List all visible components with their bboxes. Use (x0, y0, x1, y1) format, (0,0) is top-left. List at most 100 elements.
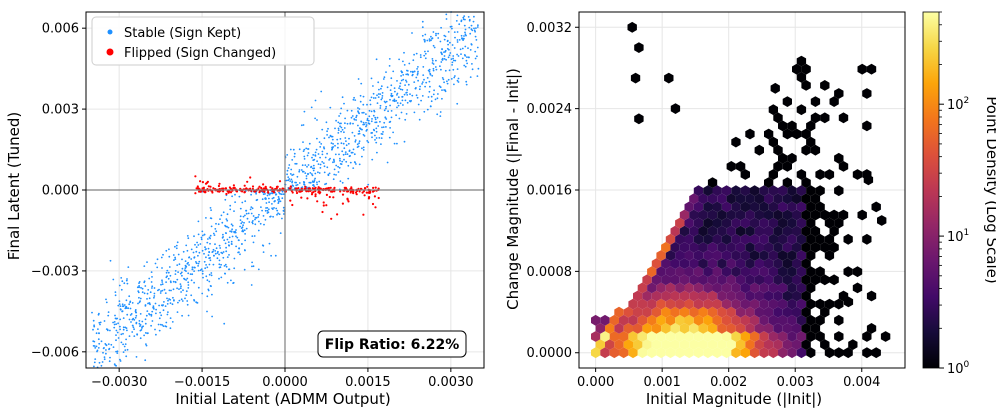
scatter-point-stable (456, 39, 459, 41)
scatter-point-flipped (243, 191, 246, 194)
scatter-point-stable (423, 38, 426, 41)
hexbin-cell (623, 339, 633, 350)
scatter-point-stable (292, 173, 295, 176)
hexbin-cell (815, 233, 825, 245)
scatter-point-stable (459, 48, 462, 51)
scatter-point-stable (370, 96, 373, 99)
scatter-point-stable (174, 281, 177, 284)
scatter-point-stable (464, 65, 467, 68)
scatter-point-stable (446, 80, 448, 83)
scatter-point-flipped (314, 190, 317, 193)
scatter-point-stable (176, 241, 179, 244)
scatter-point-stable (426, 108, 429, 111)
scatter-point-stable (474, 35, 477, 38)
hexbin-cell (787, 233, 797, 245)
scatter-point-stable (172, 254, 175, 256)
scatter-point-stable (170, 281, 172, 284)
hexbin-cell (647, 347, 657, 359)
scatter-point-stable (329, 157, 331, 160)
scatter-point-stable (169, 327, 172, 330)
hexbin-cell (726, 242, 736, 253)
scatter-point-stable (456, 14, 459, 17)
scatter-point-stable (187, 272, 190, 275)
scatter-point-stable (277, 212, 279, 215)
scatter-point-stable (411, 32, 413, 34)
scatter-point-stable (362, 121, 365, 124)
scatter-point-flipped (243, 184, 246, 187)
scatter-point-flipped (371, 202, 375, 206)
scatter-point-stable (187, 237, 190, 240)
hexbin-cell (745, 274, 755, 286)
scatter-point-stable (333, 173, 336, 176)
scatter-point-stable (400, 75, 402, 77)
scatter-point-flipped (225, 192, 228, 196)
hexbin-cell (759, 250, 769, 261)
hexbin-cell (726, 274, 736, 286)
scatter-point-stable (252, 265, 255, 268)
hexbin-cell (745, 242, 755, 253)
scatter-point-stable (266, 209, 269, 212)
scatter-point-stable (357, 124, 359, 127)
scatter-point-stable (201, 230, 204, 233)
scatter-point-stable (314, 177, 316, 180)
scatter-point-stable (470, 28, 473, 31)
scatter-point-flipped (333, 186, 336, 189)
hexbin-cell (675, 250, 685, 261)
scatter-point-stable (147, 332, 149, 334)
hexbin-cell (838, 209, 849, 221)
scatter-point-stable (419, 56, 422, 59)
scatter-point-stable (151, 320, 154, 322)
scatter-point-stable (392, 70, 395, 73)
hexbin-cell (862, 88, 872, 99)
scatter-point-stable (175, 247, 178, 250)
scatter-point-stable (267, 208, 270, 211)
scatter-point-stable (180, 291, 183, 293)
scatter-point-stable (118, 300, 121, 302)
scatter-point-stable (430, 35, 432, 38)
hexbin-cell (754, 144, 764, 156)
hexbin-cell (679, 209, 690, 221)
scatter-point-stable (423, 78, 425, 81)
scatter-point-stable (346, 122, 349, 125)
scatter-point-stable (385, 118, 388, 120)
scatter-point-stable (199, 269, 202, 272)
scatter-point-stable (448, 48, 450, 51)
scatter-point-flipped (257, 187, 260, 190)
hexbin-cell (712, 233, 722, 245)
scatter-point-stable (222, 236, 225, 238)
scatter-point-stable (353, 135, 356, 137)
scatter-point-stable (279, 192, 281, 195)
hexbin-cell (820, 306, 830, 318)
hexbin-cell (778, 120, 788, 132)
hexbin-cell (591, 331, 601, 342)
hexbin-ytick-label: 0.0016 (527, 184, 573, 199)
scatter-point-stable (404, 118, 407, 121)
hexbin-cell (778, 347, 788, 359)
scatter-point-stable (326, 166, 329, 169)
scatter-point-stable (419, 54, 422, 56)
hexbin-outlier-cell (664, 72, 674, 84)
hexbin-cell (880, 331, 891, 342)
scatter-point-stable (444, 90, 447, 93)
scatter-point-stable (126, 313, 129, 316)
scatter-point-stable (102, 351, 104, 354)
hexbin-cell (703, 201, 713, 213)
scatter-point-stable (330, 135, 333, 138)
scatter-point-stable (258, 220, 260, 223)
hexbin-cell (740, 347, 750, 359)
scatter-point-stable (422, 74, 425, 76)
scatter-point-stable (136, 333, 139, 336)
scatter-point-stable (249, 208, 252, 211)
scatter-point-stable (185, 244, 188, 247)
scatter-point-stable (148, 313, 150, 315)
scatter-point-stable (226, 213, 229, 216)
scatter-point-flipped (241, 190, 244, 193)
scatter-point-stable (103, 358, 106, 361)
hexbin-cell (796, 71, 807, 83)
scatter-point-stable (124, 307, 127, 310)
hexbin-cell (703, 298, 713, 310)
scatter-point-stable (474, 57, 477, 60)
scatter-point-stable (98, 342, 101, 345)
scatter-point-stable (126, 348, 129, 351)
scatter-point-stable (423, 110, 426, 113)
